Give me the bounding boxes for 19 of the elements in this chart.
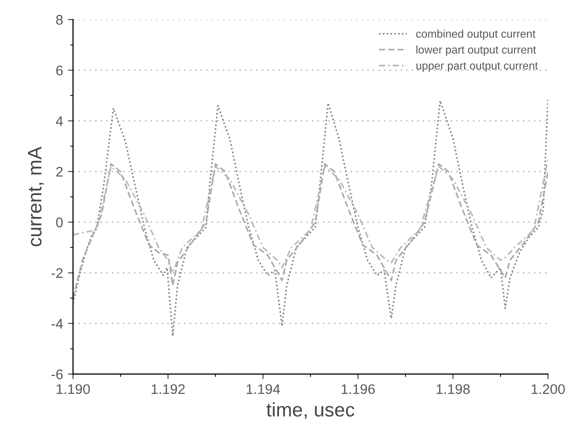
y-axis-title: current, mA — [28, 146, 44, 246]
x-tick-label: 1.190 — [56, 384, 90, 394]
legend-label: upper part output current — [416, 62, 538, 72]
y-tick-label: -6 — [52, 369, 63, 380]
y-tick-label: 0 — [56, 217, 63, 228]
y-tick-label: 4 — [56, 116, 63, 126]
x-tick-label: 1.196 — [342, 384, 375, 394]
x-tick-label: 1.200 — [532, 384, 565, 394]
y-tick-label: 6 — [56, 66, 63, 76]
legend-label: combined output current — [416, 30, 536, 40]
legend-label: lower part output current — [416, 45, 536, 56]
y-tick-label: -2 — [52, 268, 63, 278]
y-tick-label: -4 — [52, 318, 63, 328]
x-tick-label: 1.192 — [152, 384, 185, 394]
x-tick-label: 1.198 — [436, 384, 470, 394]
y-tick-label: 8 — [56, 14, 63, 25]
x-axis-title: time, usec — [266, 402, 354, 419]
y-tick-label: 2 — [56, 166, 63, 177]
x-tick-label: 1.194 — [246, 384, 280, 394]
